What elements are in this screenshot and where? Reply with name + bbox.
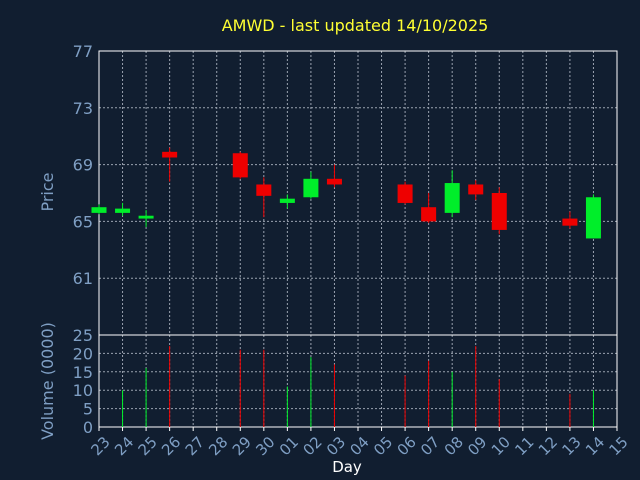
volume-axis-label: Volume (0000)	[38, 322, 57, 440]
chart-title: AMWD - last updated 14/10/2025	[222, 16, 489, 35]
candle-body	[115, 208, 131, 213]
price-tick-label: 61	[73, 269, 93, 288]
price-axis-label: Price	[38, 172, 57, 211]
volume-tick-label: 25	[73, 326, 93, 345]
volume-tick-label: 0	[83, 418, 93, 437]
volume-tick-label: 15	[73, 363, 93, 382]
candle-body	[397, 184, 413, 203]
candle-body	[585, 197, 601, 239]
price-tick-label: 69	[73, 156, 93, 175]
candle-body	[468, 184, 484, 195]
volume-tick-label: 5	[83, 400, 93, 419]
candle-body	[138, 215, 154, 219]
candle-body	[326, 178, 342, 185]
candle-body	[444, 183, 460, 213]
axes	[98, 50, 618, 431]
x-axis-label: Day	[332, 458, 362, 476]
candle-body	[491, 193, 507, 230]
candle-body	[91, 207, 107, 213]
candle-body	[256, 184, 272, 196]
price-tick-label: 73	[73, 99, 93, 118]
candle-body	[303, 178, 319, 198]
price-tick-label: 65	[73, 212, 93, 231]
candle-body	[162, 151, 178, 158]
volume-tick-label: 10	[73, 381, 93, 400]
volume-tick-label: 20	[73, 344, 93, 363]
price-tick-label: 77	[73, 42, 93, 61]
candle-body	[232, 153, 248, 178]
candle-body	[279, 198, 295, 203]
volume-bars	[122, 346, 594, 427]
candle-body	[562, 218, 578, 226]
candles	[91, 147, 601, 239]
candle-body	[421, 207, 437, 222]
